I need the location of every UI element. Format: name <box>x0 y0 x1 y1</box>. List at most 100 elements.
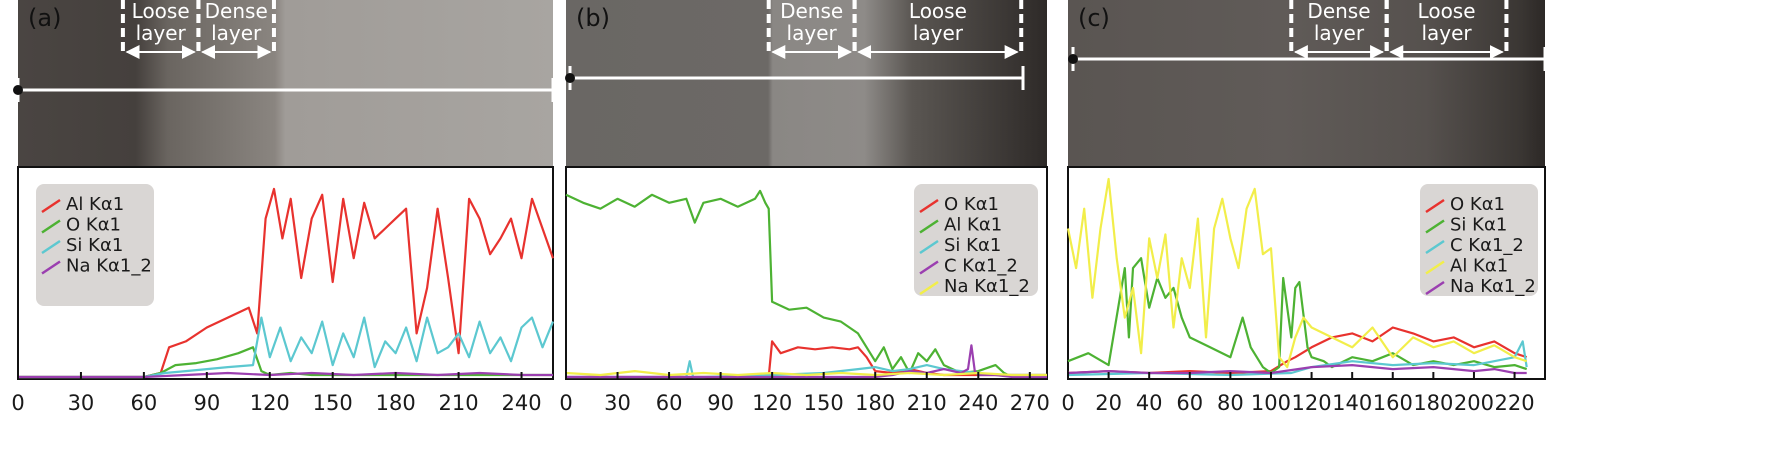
legend-swatch <box>1425 239 1445 255</box>
legend-swatch <box>41 260 61 275</box>
legend-swatch <box>1425 219 1445 234</box>
legend-swatch <box>919 239 939 255</box>
x-tick-label: 30 <box>68 391 95 415</box>
layer-label-word: layer <box>211 21 262 45</box>
x-tick-label: 60 <box>656 391 683 415</box>
legend-label: Si Kα1 <box>1450 215 1507 236</box>
legend-swatch <box>919 219 939 234</box>
layer-label: Dense layer <box>205 0 268 45</box>
series-line-green <box>565 189 1014 378</box>
x-tick-label: 240 <box>958 391 998 415</box>
scan-line-start-dot <box>565 73 575 83</box>
x-tick-label: 210 <box>439 391 479 415</box>
panel-label: (a) <box>28 4 61 32</box>
x-tick-label: 150 <box>313 391 353 415</box>
layer-label: Loose layer <box>132 0 190 45</box>
panel-label: (b) <box>576 4 610 32</box>
legend-swatch <box>919 198 939 214</box>
legend-label: Si Kα1 <box>944 235 1001 256</box>
layer-label-word: Dense <box>780 0 843 23</box>
legend-label: Si Kα1 <box>66 235 123 256</box>
layer-label-word: layer <box>1314 21 1365 45</box>
legend-label: C Kα1_2 <box>1450 235 1524 256</box>
layer-label-word: Dense <box>205 0 268 23</box>
layer-label-word: Dense <box>1307 0 1370 23</box>
x-tick-label: 140 <box>1332 391 1372 415</box>
series-line-yellow <box>565 370 1047 377</box>
x-tick-label: 40 <box>1136 391 1163 415</box>
legend-swatch <box>1425 260 1445 275</box>
legend-box <box>1420 184 1538 296</box>
x-tick-label: 200 <box>1454 391 1494 415</box>
x-tick-label: 120 <box>752 391 792 415</box>
layer-label-word: layer <box>787 21 838 45</box>
layer-label: Loose layer <box>1418 0 1476 45</box>
legend-label: O Kα1 <box>66 215 121 236</box>
x-tick-label: 90 <box>193 391 220 415</box>
layer-label: Dense layer <box>780 0 843 45</box>
legend-box <box>36 184 154 306</box>
x-tick-label: 0 <box>1061 391 1074 415</box>
layer-label-word: Loose <box>909 0 967 23</box>
scan-line-start-dot <box>13 85 23 95</box>
layer-label-word: layer <box>136 21 187 45</box>
micrograph-image <box>566 0 1047 167</box>
layer-label-word: layer <box>1421 21 1472 45</box>
series-line-green <box>1067 257 1528 375</box>
series-line-yellow <box>1066 177 1528 369</box>
x-tick-label: 220 <box>1495 391 1535 415</box>
legend-label: O Kα1 <box>944 194 999 215</box>
series-line-red <box>1067 326 1528 375</box>
scan-line-start-dot <box>1068 54 1078 64</box>
x-tick-label: 210 <box>907 391 947 415</box>
x-tick-label: 160 <box>1373 391 1413 415</box>
x-tick-label: 20 <box>1095 391 1122 415</box>
legend-swatch <box>1425 198 1445 214</box>
series-line-purple <box>1067 364 1527 375</box>
legend-label: Al Kα1 <box>944 215 1002 236</box>
micrograph-image <box>18 0 553 167</box>
legend-label: O Kα1 <box>1450 194 1505 215</box>
legend-label: Na Kα1_2 <box>944 276 1030 297</box>
x-tick-label: 240 <box>501 391 541 415</box>
x-tick-label: 100 <box>1251 391 1291 415</box>
x-tick-label: 80 <box>1217 391 1244 415</box>
x-tick-label: 60 <box>1176 391 1203 415</box>
micrograph-image <box>1068 0 1545 167</box>
x-tick-label: 0 <box>559 391 572 415</box>
x-tick-label: 150 <box>804 391 844 415</box>
legend-box <box>914 184 1038 296</box>
x-tick-label: 90 <box>707 391 734 415</box>
legend-swatch <box>919 260 939 275</box>
series-line-cyan <box>18 316 555 379</box>
legend-label: Na Kα1_2 <box>66 256 152 277</box>
legend-label: Na Kα1_2 <box>1450 276 1536 297</box>
x-tick-label: 270 <box>1010 391 1050 415</box>
x-tick-label: 30 <box>604 391 631 415</box>
x-tick-label: 0 <box>11 391 24 415</box>
panel-label: (c) <box>1078 4 1110 32</box>
layer-label-word: Loose <box>132 0 190 23</box>
layer-label-word: layer <box>913 21 964 45</box>
layer-label: Loose layer <box>909 0 967 45</box>
legend-swatch <box>1425 280 1445 296</box>
x-tick-label: 60 <box>131 391 158 415</box>
layer-label-word: Loose <box>1418 0 1476 23</box>
legend-swatch <box>41 198 61 214</box>
series-line-red <box>18 187 555 379</box>
layer-label: Dense layer <box>1307 0 1370 45</box>
x-tick-label: 120 <box>1292 391 1332 415</box>
series-line-green <box>18 346 553 379</box>
legend-swatch <box>41 239 61 255</box>
x-tick-label: 180 <box>855 391 895 415</box>
x-tick-label: 180 <box>376 391 416 415</box>
legend-swatch <box>41 219 61 234</box>
legend-swatch <box>919 280 939 296</box>
x-tick-label: 180 <box>1413 391 1453 415</box>
